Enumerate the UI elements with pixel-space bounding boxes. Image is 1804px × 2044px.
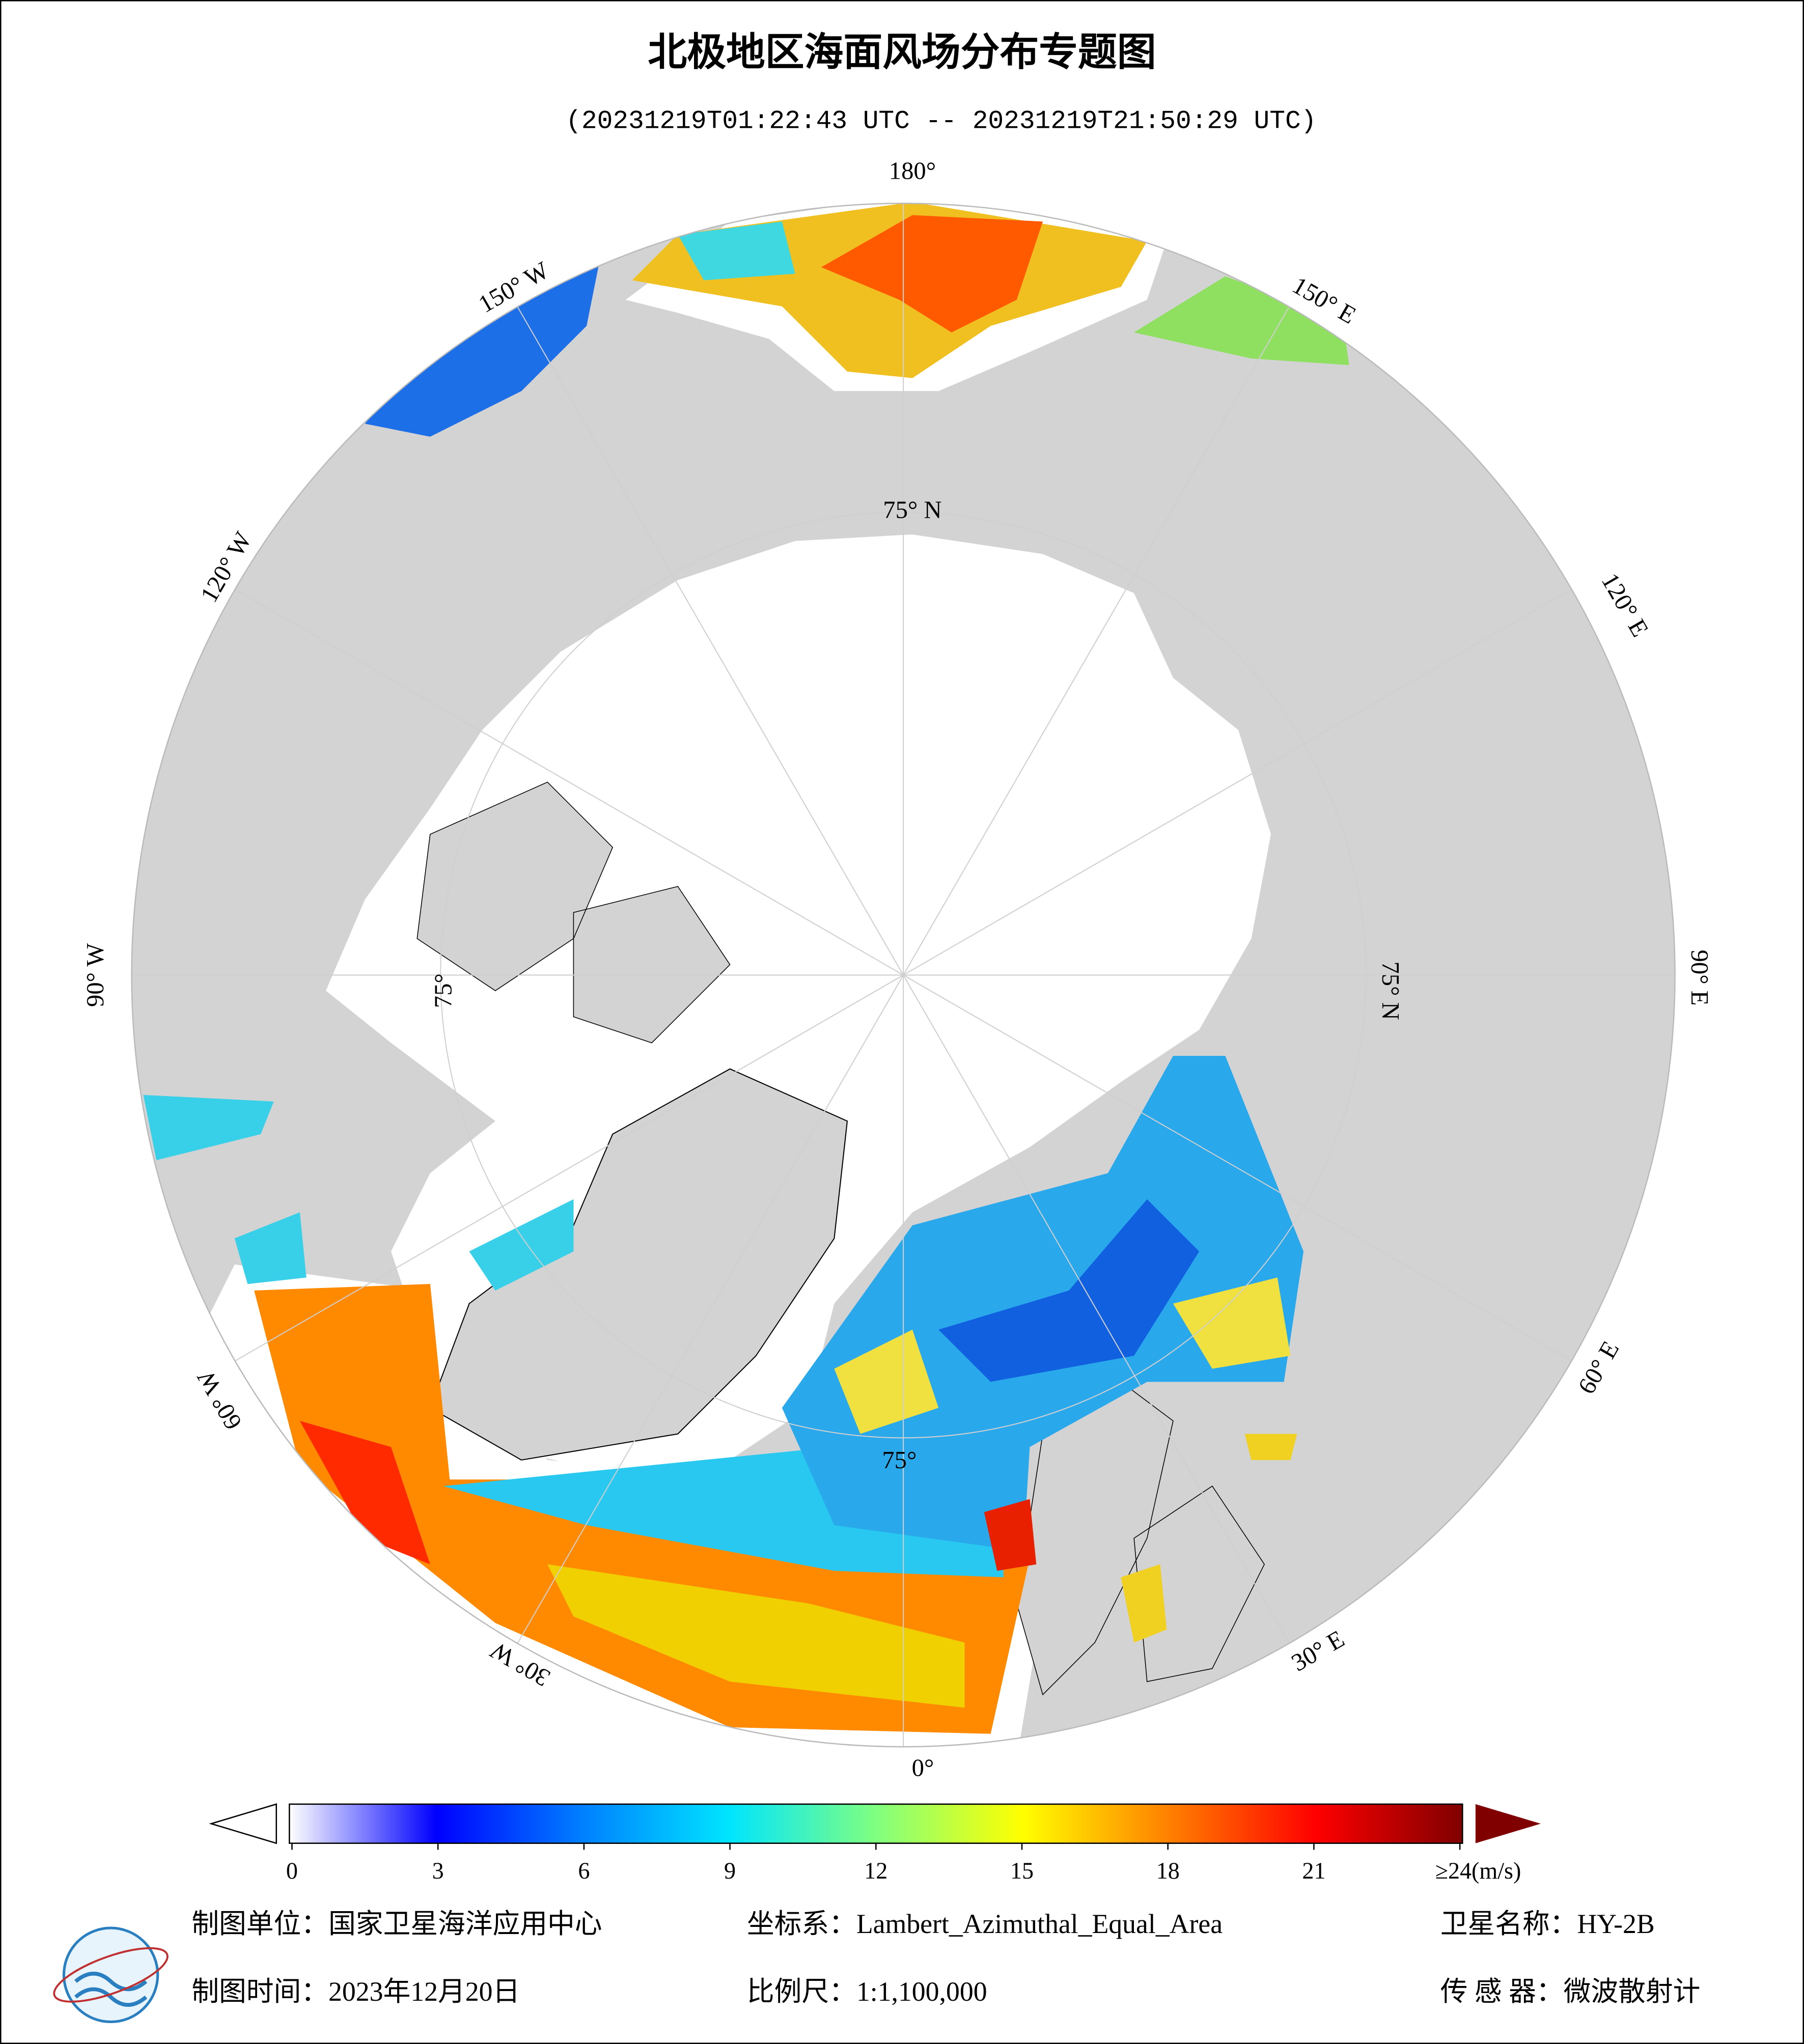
footer-projection: 坐标系：Lambert_Azimuthal_Equal_Area xyxy=(747,1909,1223,1939)
colorbar-tick-label: 15 xyxy=(1010,1858,1034,1884)
graticule-meridian xyxy=(226,974,904,1367)
footer-scale: 比例尺：1:1,100,000 xyxy=(747,1976,987,2007)
colorbar-tick-label: 18 xyxy=(1156,1858,1180,1884)
latitude-label: 75° N xyxy=(883,496,941,523)
longitude-label: 90° E xyxy=(1686,949,1713,1005)
colorbar-low-arrow xyxy=(209,1803,277,1844)
colorbar-tick-label: 12 xyxy=(864,1858,887,1884)
colorbar-ticks: 0 3 6 9 12 15 18 21 ≥24(m/s) xyxy=(286,1843,1521,1884)
colorbar-tick-label: 6 xyxy=(578,1858,590,1884)
footer-satellite: 卫星名称：HY-2B xyxy=(1440,1909,1655,1939)
latitude-label: 75° N xyxy=(1377,961,1404,1020)
graticule-meridian xyxy=(903,974,1295,1653)
colorbar-tick-label: 3 xyxy=(432,1858,444,1884)
longitude-label: 90° W xyxy=(81,943,109,1007)
graticule-meridian xyxy=(226,583,904,976)
disk-outline xyxy=(131,203,1676,1748)
logo-circle xyxy=(62,1926,159,2024)
footer-sensor: 传 感 器：微波散射计 xyxy=(1440,1976,1701,2007)
colorbar-tick-label: 0 xyxy=(286,1858,298,1884)
latitude-label: 75° xyxy=(882,1446,917,1474)
title: 北极地区海面风场分布专题图 xyxy=(648,30,1156,75)
footer-date: 制图时间：2023年12月20日 xyxy=(191,1976,520,2007)
colorbar-high-arrow xyxy=(1475,1804,1541,1843)
colorbar xyxy=(289,1803,1463,1844)
graticule-meridian xyxy=(903,583,1581,976)
map-disk xyxy=(131,203,1675,1747)
graticule-meridian xyxy=(903,974,1581,1367)
subtitle: (20231219T01:22:43 UTC -- 20231219T21:50… xyxy=(566,107,1316,136)
colorbar-tick-label: ≥24(m/s) xyxy=(1435,1858,1521,1884)
graticule-meridians xyxy=(131,203,1675,1747)
graticule-meridian xyxy=(903,297,1295,975)
colorbar-tick-label: 21 xyxy=(1302,1858,1325,1884)
logo-waves xyxy=(74,1971,148,2007)
logo xyxy=(53,1926,169,2024)
footer-producer: 制图单位：国家卫星海洋应用中心 xyxy=(191,1909,602,1939)
graticule-meridian xyxy=(512,974,904,1653)
colorbar-tick-label: 9 xyxy=(724,1858,736,1884)
longitude-label: 0° xyxy=(912,1754,934,1781)
longitude-label: 180° xyxy=(889,157,936,185)
logo-orbit xyxy=(53,1947,169,2003)
graticule-meridian xyxy=(512,297,904,975)
latitude-label: 75° xyxy=(430,973,457,1008)
